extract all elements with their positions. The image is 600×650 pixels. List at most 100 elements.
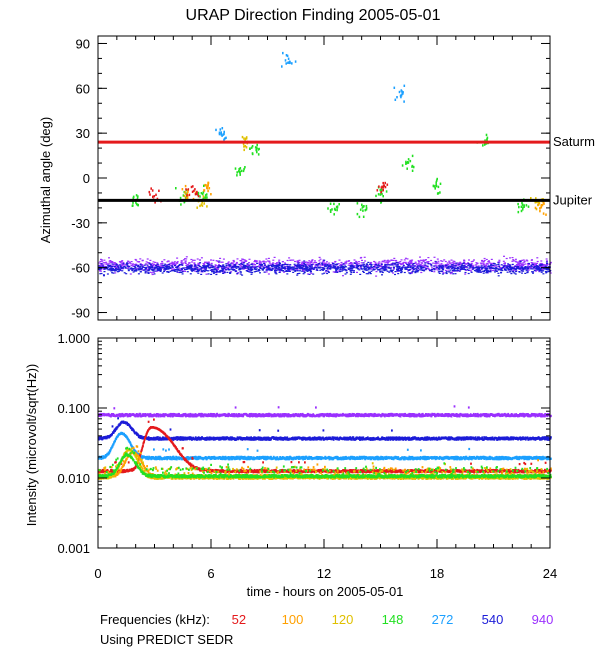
intensity-point <box>301 412 304 416</box>
azimuth-point <box>200 267 203 269</box>
azimuth-point <box>100 270 102 272</box>
azimuth-point <box>206 196 208 199</box>
azimuth-point <box>143 266 146 268</box>
azimuth-point <box>477 267 480 269</box>
azimuth-point <box>266 266 269 268</box>
azimuth-point <box>184 258 186 260</box>
azimuth-point <box>234 264 237 267</box>
azimuth-point <box>274 271 277 273</box>
azimuth-point <box>406 263 409 265</box>
azimuth-point <box>112 265 115 268</box>
azimuth-point <box>323 272 326 274</box>
azimuth-point <box>229 265 232 267</box>
azimuth-point <box>464 262 467 265</box>
azimuth-point <box>483 143 486 146</box>
azimuth-point <box>224 137 226 140</box>
azimuth-point <box>136 261 139 263</box>
azimuth-point <box>235 270 238 272</box>
azimuth-point <box>236 174 238 177</box>
azimuth-point <box>137 269 140 271</box>
azimuth-point <box>197 193 199 196</box>
azimuth-point <box>434 261 437 263</box>
azimuth-point <box>517 267 519 269</box>
azimuth-point <box>372 266 375 268</box>
azimuth-point <box>289 266 291 268</box>
azimuth-point <box>238 263 241 265</box>
azimuth-point <box>475 262 478 264</box>
azimuth-point <box>108 265 111 267</box>
azimuth-point <box>348 260 351 262</box>
azimuth-point <box>366 269 368 271</box>
azimuth-point <box>236 272 239 274</box>
azimuth-point <box>289 264 292 266</box>
azimuth-point <box>202 195 205 198</box>
azimuth-point <box>206 186 208 189</box>
azimuth-point <box>424 262 427 264</box>
azimuth-point <box>250 268 253 271</box>
intensity-point <box>388 414 391 417</box>
azimuth-point <box>183 194 186 198</box>
azimuth-point <box>482 262 485 264</box>
azimuth-point <box>358 264 360 267</box>
azimuth-point <box>400 259 403 261</box>
intensity-point <box>447 415 449 418</box>
azimuth-point <box>107 269 110 271</box>
azimuth-point <box>164 267 167 269</box>
azimuth-point <box>282 267 285 269</box>
azimuth-point <box>318 260 321 262</box>
azimuth-point <box>271 263 274 266</box>
azimuth-point <box>210 259 212 261</box>
intensity-point <box>126 422 129 425</box>
azimuth-point <box>362 264 365 266</box>
azimuth-point <box>244 166 246 169</box>
intensity-point <box>474 415 477 418</box>
intensity-point <box>250 412 253 416</box>
azimuth-point <box>151 273 154 276</box>
azimuth-point <box>500 264 503 266</box>
azimuth-point <box>462 262 465 265</box>
azimuth-point <box>334 266 336 268</box>
azimuth-point <box>312 273 315 275</box>
azimuth-point <box>388 260 391 262</box>
azimuth-point <box>212 272 215 274</box>
azimuth-point <box>512 260 515 262</box>
azimuth-point <box>453 260 456 263</box>
azimuth-point <box>375 267 378 269</box>
intensity-point <box>104 437 107 440</box>
azimuth-point <box>362 265 365 267</box>
azimuth-point <box>403 100 405 103</box>
azimuth-point <box>171 265 173 267</box>
azimuth-point <box>517 210 520 214</box>
azimuth-point <box>378 261 381 263</box>
azimuth-point <box>399 262 402 265</box>
azimuth-point <box>284 262 286 264</box>
intensity-point <box>293 438 296 441</box>
azimuth-point <box>420 271 423 274</box>
azimuth-point <box>290 266 293 268</box>
azimuth-point <box>498 259 501 261</box>
azimuth-point <box>519 262 522 264</box>
azimuth-point <box>307 264 310 266</box>
azimuth-point <box>185 188 187 191</box>
azimuth-point <box>411 165 413 168</box>
azimuth-point <box>190 266 193 269</box>
azimuth-point <box>259 261 262 263</box>
azimuth-point <box>376 189 379 192</box>
azimuth-point <box>219 257 222 259</box>
azimuth-point <box>115 270 118 272</box>
azimuth-point <box>200 269 203 271</box>
intensity-point <box>227 415 229 418</box>
azimuth-point <box>449 263 452 265</box>
azimuth-point <box>484 139 486 142</box>
intensity-point <box>286 436 289 439</box>
azimuth-point <box>295 269 298 271</box>
azimuth-point <box>153 263 156 265</box>
azimuth-point <box>514 258 517 260</box>
azimuth-point <box>212 259 215 261</box>
azimuth-point <box>437 262 440 264</box>
azimuth-point <box>536 257 539 259</box>
azimuth-point <box>188 262 190 264</box>
azimuth-point <box>316 269 319 271</box>
azimuth-point <box>527 205 530 208</box>
